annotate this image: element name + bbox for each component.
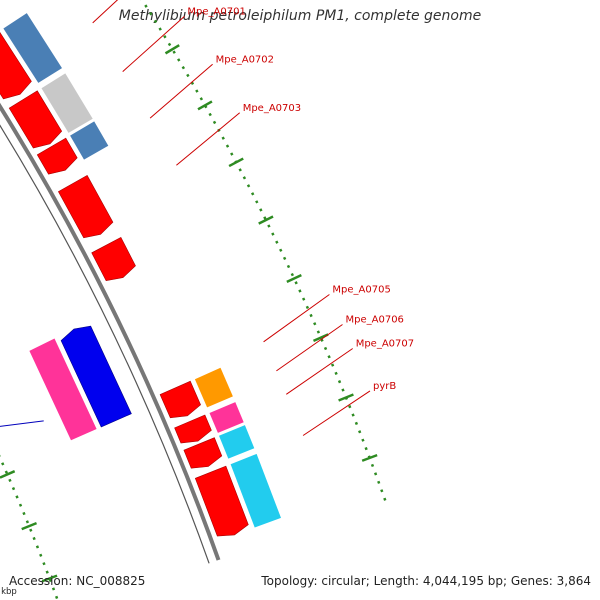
- gene-label-leader: [302, 390, 371, 436]
- accession-text: Accession: NC_008825: [9, 574, 146, 588]
- cog-feature-reverse: [29, 338, 97, 441]
- cog-feature-forward: [3, 13, 62, 83]
- ruler-tick-label: 738 kbp: [0, 587, 17, 597]
- backbone-line-outer: [0, 102, 221, 561]
- cog-feature-forward: [230, 453, 281, 528]
- cds-feature-forward: [174, 414, 212, 444]
- outer-ruler-dotted-circle: [140, 0, 387, 502]
- gene-label: pyrB: [373, 381, 396, 392]
- gene-label: Mpe_A0706: [346, 315, 404, 326]
- cds-feature-forward: [91, 236, 136, 282]
- cds-feature-forward: [183, 437, 223, 469]
- gene-label: Mpe_A0707: [356, 339, 414, 350]
- ruler-tick-outer: [286, 273, 302, 284]
- gene-label-leader: [176, 112, 241, 166]
- cds-feature-forward: [57, 174, 114, 239]
- cds-feature-forward: [36, 137, 78, 175]
- gene-label: Mpe_A0701: [187, 6, 245, 17]
- cog-feature-forward: [41, 73, 93, 133]
- genome-summary-text: Topology: circular; Length: 4,044,195 bp…: [261, 574, 591, 588]
- gene-label-leader: [263, 294, 330, 343]
- cog-feature-forward: [209, 402, 244, 433]
- gene-label: Mpe_A0702: [216, 54, 274, 65]
- ruler-tick-inner: [41, 574, 58, 583]
- cds-feature-forward: [0, 31, 32, 100]
- ruler-tick-inner: [0, 470, 16, 479]
- gene-label: Mpe_A0705: [332, 285, 390, 296]
- gene-label: Mpe_A0703: [243, 103, 301, 114]
- gene-label-leader: [92, 0, 119, 24]
- cog-feature-forward: [219, 425, 255, 459]
- gene-label-leader: [149, 63, 213, 119]
- cds-feature-forward: [194, 465, 249, 537]
- ruler-tick-outer: [258, 215, 274, 225]
- cds-feature-forward: [159, 380, 201, 419]
- gene-layer: [0, 13, 281, 537]
- label-layer: Mpe_A0700Mpe_A0701Mpe_A0702Mpe_A0703Mpe_…: [0, 0, 414, 436]
- ruler-tick-outer: [312, 333, 329, 342]
- cds-feature-reverse: [60, 325, 132, 428]
- gene-label-leader: [0, 420, 44, 427]
- ruler-tick-inner: [21, 521, 38, 531]
- map-title: Methylibium petroleiphilum PM1, complete…: [118, 8, 482, 24]
- backbone-layer: [0, 102, 221, 564]
- gene-label-leader: [276, 324, 343, 372]
- ruler-tick-outer: [338, 393, 354, 402]
- cog-feature-forward: [70, 121, 109, 160]
- ruler-tick-outer: [197, 100, 213, 111]
- cog-feature-forward: [194, 367, 233, 408]
- ruler-tick-outer: [164, 44, 180, 55]
- gene-label-leader: [122, 16, 185, 72]
- ruler-layer: 729 kbp730 kbp731 kbp732 kbp733 kbp734 k…: [0, 0, 387, 600]
- cds-feature-forward: [8, 90, 63, 149]
- gene-label-leader: [286, 348, 353, 395]
- backbone-line-inner: [0, 124, 210, 564]
- ruler-tick-outer: [361, 453, 378, 462]
- ruler-tick-outer: [228, 157, 244, 168]
